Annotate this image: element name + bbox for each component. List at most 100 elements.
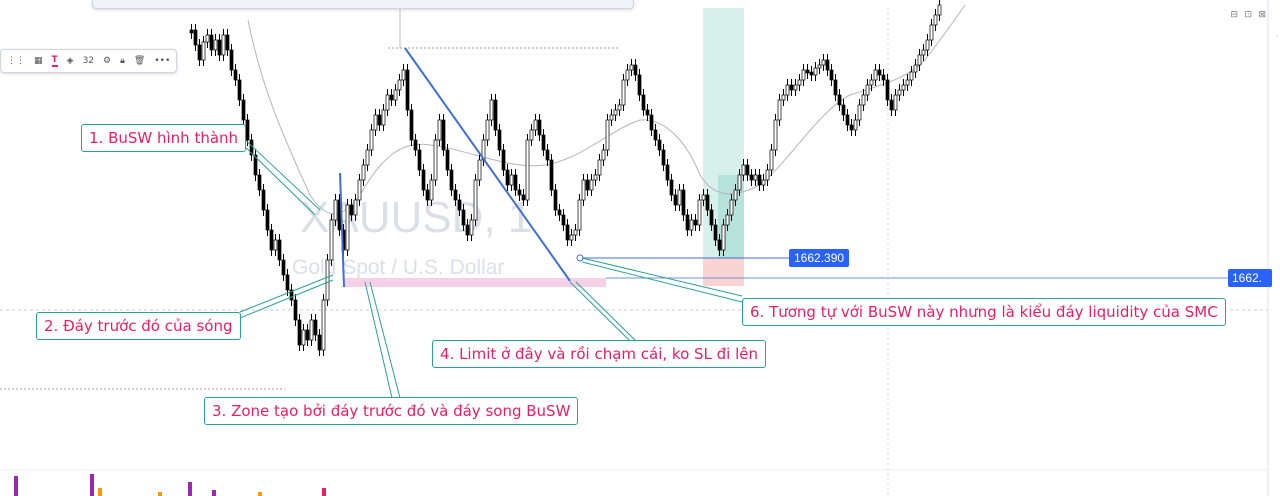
candle-body bbox=[933, 14, 938, 26]
candle-body bbox=[317, 334, 322, 351]
candle-body bbox=[257, 174, 262, 191]
moving-average-line bbox=[247, 4, 966, 215]
candle-body bbox=[281, 259, 286, 276]
candle-body bbox=[645, 109, 650, 116]
candle-body bbox=[405, 69, 410, 111]
annotation-limit[interactable]: 4. Limit ở đây và rồi chạm cái, ko SL đi… bbox=[432, 340, 767, 368]
font-size-value[interactable]: 32 bbox=[82, 56, 95, 66]
candle-body bbox=[745, 164, 750, 176]
annotation-similar[interactable]: 6. Tương tự với BuSW này nhưng là kiểu đ… bbox=[742, 298, 1226, 326]
candle-body bbox=[385, 94, 390, 111]
candle-body bbox=[477, 159, 482, 181]
text-color-icon[interactable]: T bbox=[51, 55, 58, 67]
trendline-down[interactable] bbox=[404, 47, 571, 282]
fill-icon[interactable]: ◈ bbox=[66, 56, 74, 66]
candle-body bbox=[245, 119, 250, 141]
candle-body bbox=[393, 89, 398, 101]
callout-leaders bbox=[239, 134, 743, 399]
candle-body bbox=[325, 259, 330, 301]
candle-body bbox=[437, 119, 442, 141]
candle-body bbox=[697, 199, 702, 226]
candle-body bbox=[937, 4, 942, 16]
candle-body bbox=[305, 329, 310, 341]
minimize-icon[interactable]: ⊟ bbox=[1230, 10, 1238, 20]
candle-body bbox=[493, 99, 498, 131]
candle-body bbox=[225, 34, 230, 51]
candle-body bbox=[661, 149, 666, 166]
candle-body bbox=[793, 84, 798, 91]
candle-body bbox=[377, 114, 382, 126]
candle-body bbox=[253, 154, 258, 176]
annotation-prev-low[interactable]: 2. Đáy trước đó của sóng bbox=[36, 312, 241, 340]
candle-body bbox=[329, 219, 334, 261]
candle-body bbox=[577, 199, 582, 231]
templates-icon[interactable]: ▦ bbox=[34, 56, 43, 66]
maximize-icon[interactable]: ⊡ bbox=[1244, 10, 1252, 20]
candle-body bbox=[237, 79, 242, 101]
candle-body bbox=[201, 41, 206, 61]
candle-body bbox=[561, 214, 566, 226]
candle-body bbox=[261, 189, 266, 211]
floating-drawing-toolbar[interactable]: ⋮⋮ ▦ T ◈ 32 ⚙ 🔒︎ 🗑︎ ••• bbox=[0, 49, 178, 73]
demand-zone[interactable] bbox=[343, 278, 606, 287]
candle-body bbox=[833, 79, 838, 96]
candle-body bbox=[585, 179, 590, 191]
candle-body bbox=[241, 99, 246, 121]
candle-body bbox=[397, 79, 402, 91]
annotation-zone[interactable]: 3. Zone tạo bởi đáy trước đó và đáy song… bbox=[204, 397, 579, 425]
candle-body bbox=[593, 174, 598, 181]
lock-icon[interactable]: 🔒︎ bbox=[120, 56, 125, 66]
long-stop-zone[interactable] bbox=[703, 258, 744, 286]
candle-body bbox=[357, 179, 362, 201]
more-icon[interactable]: ••• bbox=[154, 56, 171, 66]
candle-body bbox=[513, 174, 518, 191]
candle-body bbox=[521, 194, 526, 201]
drawing-toolbar-top[interactable] bbox=[92, 0, 634, 9]
candle-body bbox=[657, 139, 662, 151]
candle-body bbox=[733, 189, 738, 201]
candle-body bbox=[209, 34, 214, 51]
candle-body bbox=[473, 179, 478, 221]
candle-body bbox=[445, 149, 450, 171]
candle-body bbox=[193, 29, 198, 46]
candle-body bbox=[417, 149, 422, 171]
candle-body bbox=[769, 149, 774, 171]
close-pane-icon[interactable]: ⊠ bbox=[1258, 10, 1266, 20]
drag-handle-icon[interactable]: ⋮⋮ bbox=[7, 56, 25, 66]
candle-body bbox=[457, 199, 462, 211]
candle-body bbox=[569, 234, 574, 241]
trendline-busw[interactable] bbox=[339, 172, 345, 288]
candle-body bbox=[817, 64, 822, 69]
candlesticks bbox=[189, 0, 942, 356]
candle-body bbox=[557, 209, 562, 216]
candle-body bbox=[773, 119, 778, 151]
candle-body bbox=[289, 289, 294, 301]
trash-icon[interactable]: 🗑︎ bbox=[133, 56, 146, 66]
candle-body bbox=[453, 189, 458, 201]
candle-body bbox=[425, 189, 430, 201]
settings-icon[interactable]: ⚙ bbox=[103, 56, 112, 66]
candle-body bbox=[897, 89, 902, 96]
candle-body bbox=[465, 224, 470, 236]
candle-body bbox=[213, 39, 218, 51]
candle-body bbox=[681, 189, 686, 216]
candle-body bbox=[913, 64, 918, 73]
candle-body bbox=[189, 29, 194, 34]
annotation-busw[interactable]: 1. BuSW hình thành bbox=[81, 124, 247, 152]
candle-body bbox=[849, 124, 854, 131]
candle-body bbox=[901, 84, 906, 91]
candle-body bbox=[789, 84, 794, 91]
candle-body bbox=[633, 64, 638, 76]
candle-body bbox=[229, 49, 234, 71]
candle-body bbox=[737, 174, 742, 191]
price-label-1662390[interactable]: 1662.390 bbox=[789, 249, 850, 267]
candle-body bbox=[505, 169, 510, 186]
candle-body bbox=[705, 194, 710, 211]
candle-body bbox=[381, 109, 386, 126]
candle-body bbox=[673, 194, 678, 206]
candle-body bbox=[533, 119, 538, 131]
candle-body bbox=[269, 229, 274, 251]
candle-body bbox=[889, 99, 894, 111]
price-axis-current-label[interactable]: 1662. bbox=[1228, 269, 1272, 287]
